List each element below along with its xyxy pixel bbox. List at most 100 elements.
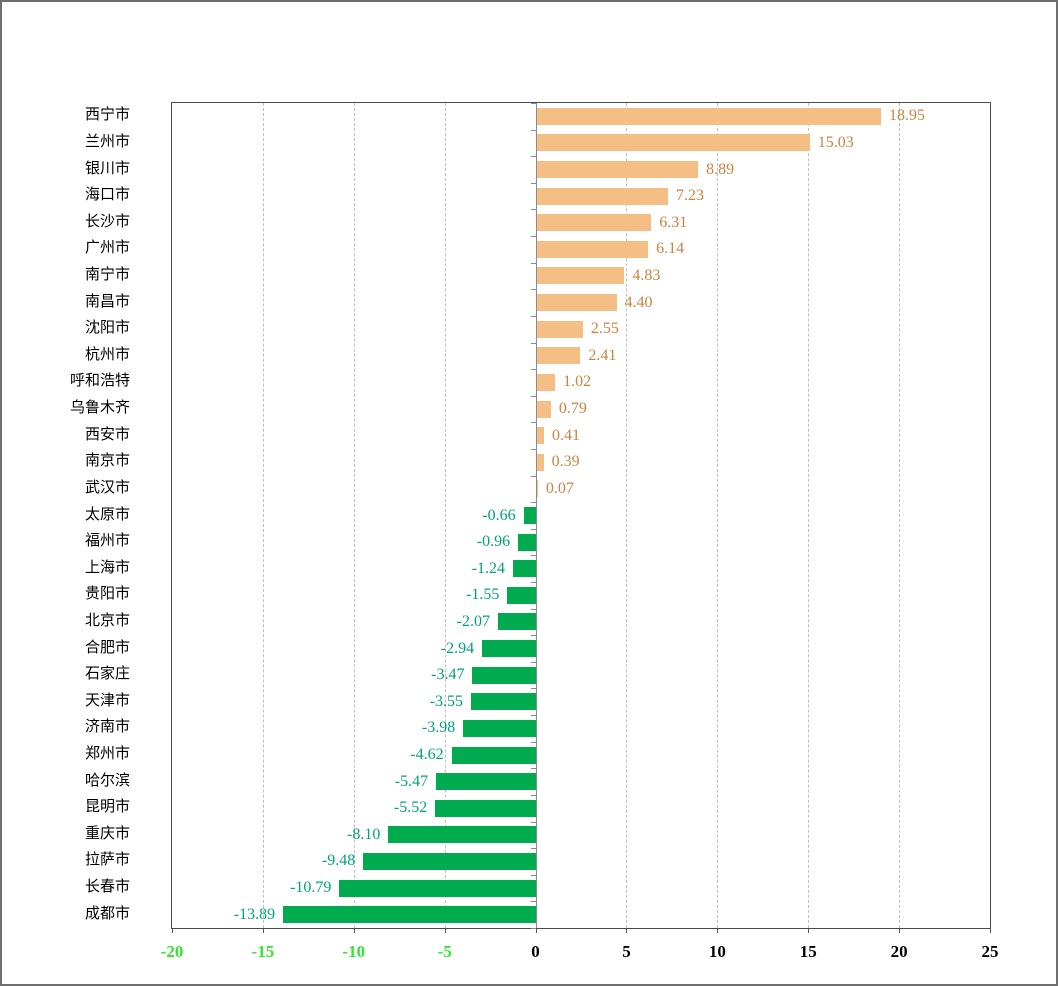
category-label: 武汉市 bbox=[84, 478, 130, 496]
category-tick bbox=[530, 130, 536, 131]
negative-bar bbox=[436, 773, 536, 791]
category-tick bbox=[530, 662, 536, 663]
category-tick bbox=[530, 209, 536, 210]
value-label: -2.94 bbox=[440, 639, 475, 657]
negative-bar bbox=[451, 746, 536, 764]
category-tick bbox=[530, 316, 536, 317]
value-label: -10.79 bbox=[290, 879, 332, 897]
category-label: 杭州市 bbox=[84, 345, 130, 363]
category-tick bbox=[530, 263, 536, 264]
category-tick bbox=[530, 715, 536, 716]
negative-bar bbox=[482, 640, 536, 658]
x-axis-tick bbox=[990, 929, 991, 933]
positive-bar bbox=[536, 187, 668, 205]
category-tick bbox=[530, 688, 536, 689]
category-label: 乌鲁木齐 bbox=[69, 399, 130, 417]
category-label: 成都市 bbox=[84, 904, 130, 922]
value-label: 4.40 bbox=[624, 293, 653, 311]
category-label: 福州市 bbox=[84, 532, 130, 550]
category-tick bbox=[530, 236, 536, 237]
x-axis-tick bbox=[626, 929, 628, 933]
category-tick bbox=[530, 476, 536, 477]
category-tick bbox=[530, 768, 536, 769]
category-tick bbox=[530, 502, 536, 503]
negative-bar bbox=[507, 586, 536, 604]
category-label: 昆明市 bbox=[84, 798, 130, 816]
x-axis-tick-label: 25 bbox=[981, 942, 999, 961]
category-label: 海口市 bbox=[84, 186, 130, 204]
positive-bar bbox=[536, 480, 538, 498]
negative-bar bbox=[513, 560, 536, 578]
category-label: 天津市 bbox=[84, 691, 130, 709]
x-axis-tick-label: 10 bbox=[708, 942, 726, 961]
category-tick bbox=[530, 848, 536, 849]
value-label: 0.41 bbox=[552, 426, 580, 444]
category-label: 兰州市 bbox=[84, 132, 130, 150]
value-label: -13.89 bbox=[233, 905, 276, 923]
category-tick bbox=[530, 183, 536, 184]
category-label: 西宁市 bbox=[84, 106, 130, 124]
category-tick bbox=[530, 582, 536, 583]
category-label: 西安市 bbox=[84, 425, 130, 443]
x-axis-tick bbox=[535, 929, 537, 933]
category-tick bbox=[530, 103, 536, 104]
positive-bar bbox=[536, 107, 882, 125]
x-axis-tick-label: 0 bbox=[531, 942, 540, 961]
x-axis-tick-label: -15 bbox=[251, 942, 275, 961]
category-label: 广州市 bbox=[84, 239, 130, 257]
x-axis-tick bbox=[808, 929, 810, 933]
category-label: 太原市 bbox=[84, 505, 130, 523]
x-axis-tick bbox=[172, 929, 173, 933]
category-label: 南宁市 bbox=[84, 265, 130, 283]
value-label: -4.62 bbox=[410, 746, 444, 764]
positive-bar bbox=[536, 294, 617, 312]
value-label: -5.47 bbox=[394, 772, 429, 790]
category-tick bbox=[530, 822, 536, 823]
value-label: 0.79 bbox=[558, 400, 587, 418]
category-tick bbox=[530, 422, 536, 423]
category-label: 长春市 bbox=[84, 878, 130, 896]
category-tick bbox=[530, 795, 536, 796]
negative-bar bbox=[472, 666, 536, 684]
category-tick bbox=[530, 449, 536, 450]
value-label: -9.48 bbox=[321, 852, 356, 870]
category-tick bbox=[530, 529, 536, 530]
category-label: 合肥市 bbox=[84, 638, 130, 656]
value-label: -1.24 bbox=[471, 559, 506, 577]
category-label: 重庆市 bbox=[84, 824, 130, 842]
gridline bbox=[899, 103, 901, 928]
category-tick bbox=[530, 901, 536, 902]
value-label: 8.89 bbox=[706, 160, 735, 178]
positive-bar bbox=[536, 373, 556, 391]
category-label: 贵阳市 bbox=[84, 585, 130, 603]
category-tick bbox=[530, 635, 536, 636]
category-tick bbox=[530, 609, 536, 610]
value-label: 1.02 bbox=[563, 373, 592, 391]
negative-bar bbox=[363, 852, 536, 870]
category-label: 呼和浩特 bbox=[69, 372, 130, 390]
negative-bar bbox=[497, 613, 536, 631]
value-label: 18.95 bbox=[889, 107, 926, 125]
x-axis-tick-label: 15 bbox=[799, 942, 817, 961]
category-tick bbox=[530, 396, 536, 397]
negative-bar bbox=[283, 906, 536, 924]
category-tick bbox=[530, 343, 536, 344]
positive-bar bbox=[536, 161, 699, 179]
gridline bbox=[717, 103, 719, 928]
value-label: 2.41 bbox=[588, 346, 617, 364]
x-axis-tick-label: -5 bbox=[437, 942, 452, 961]
x-axis-tick bbox=[444, 929, 446, 933]
value-label: 7.23 bbox=[675, 187, 704, 205]
value-label: -8.10 bbox=[347, 825, 381, 843]
category-label: 北京市 bbox=[84, 611, 130, 629]
gridline bbox=[626, 103, 628, 928]
category-label: 哈尔滨 bbox=[84, 771, 130, 789]
positive-bar bbox=[536, 134, 810, 152]
value-label: -3.98 bbox=[421, 719, 456, 737]
category-tick bbox=[530, 156, 536, 157]
x-axis-tick bbox=[717, 929, 719, 933]
category-tick bbox=[530, 875, 536, 876]
category-label: 拉萨市 bbox=[84, 851, 130, 869]
category-label: 济南市 bbox=[84, 718, 130, 736]
category-tick bbox=[530, 289, 536, 290]
